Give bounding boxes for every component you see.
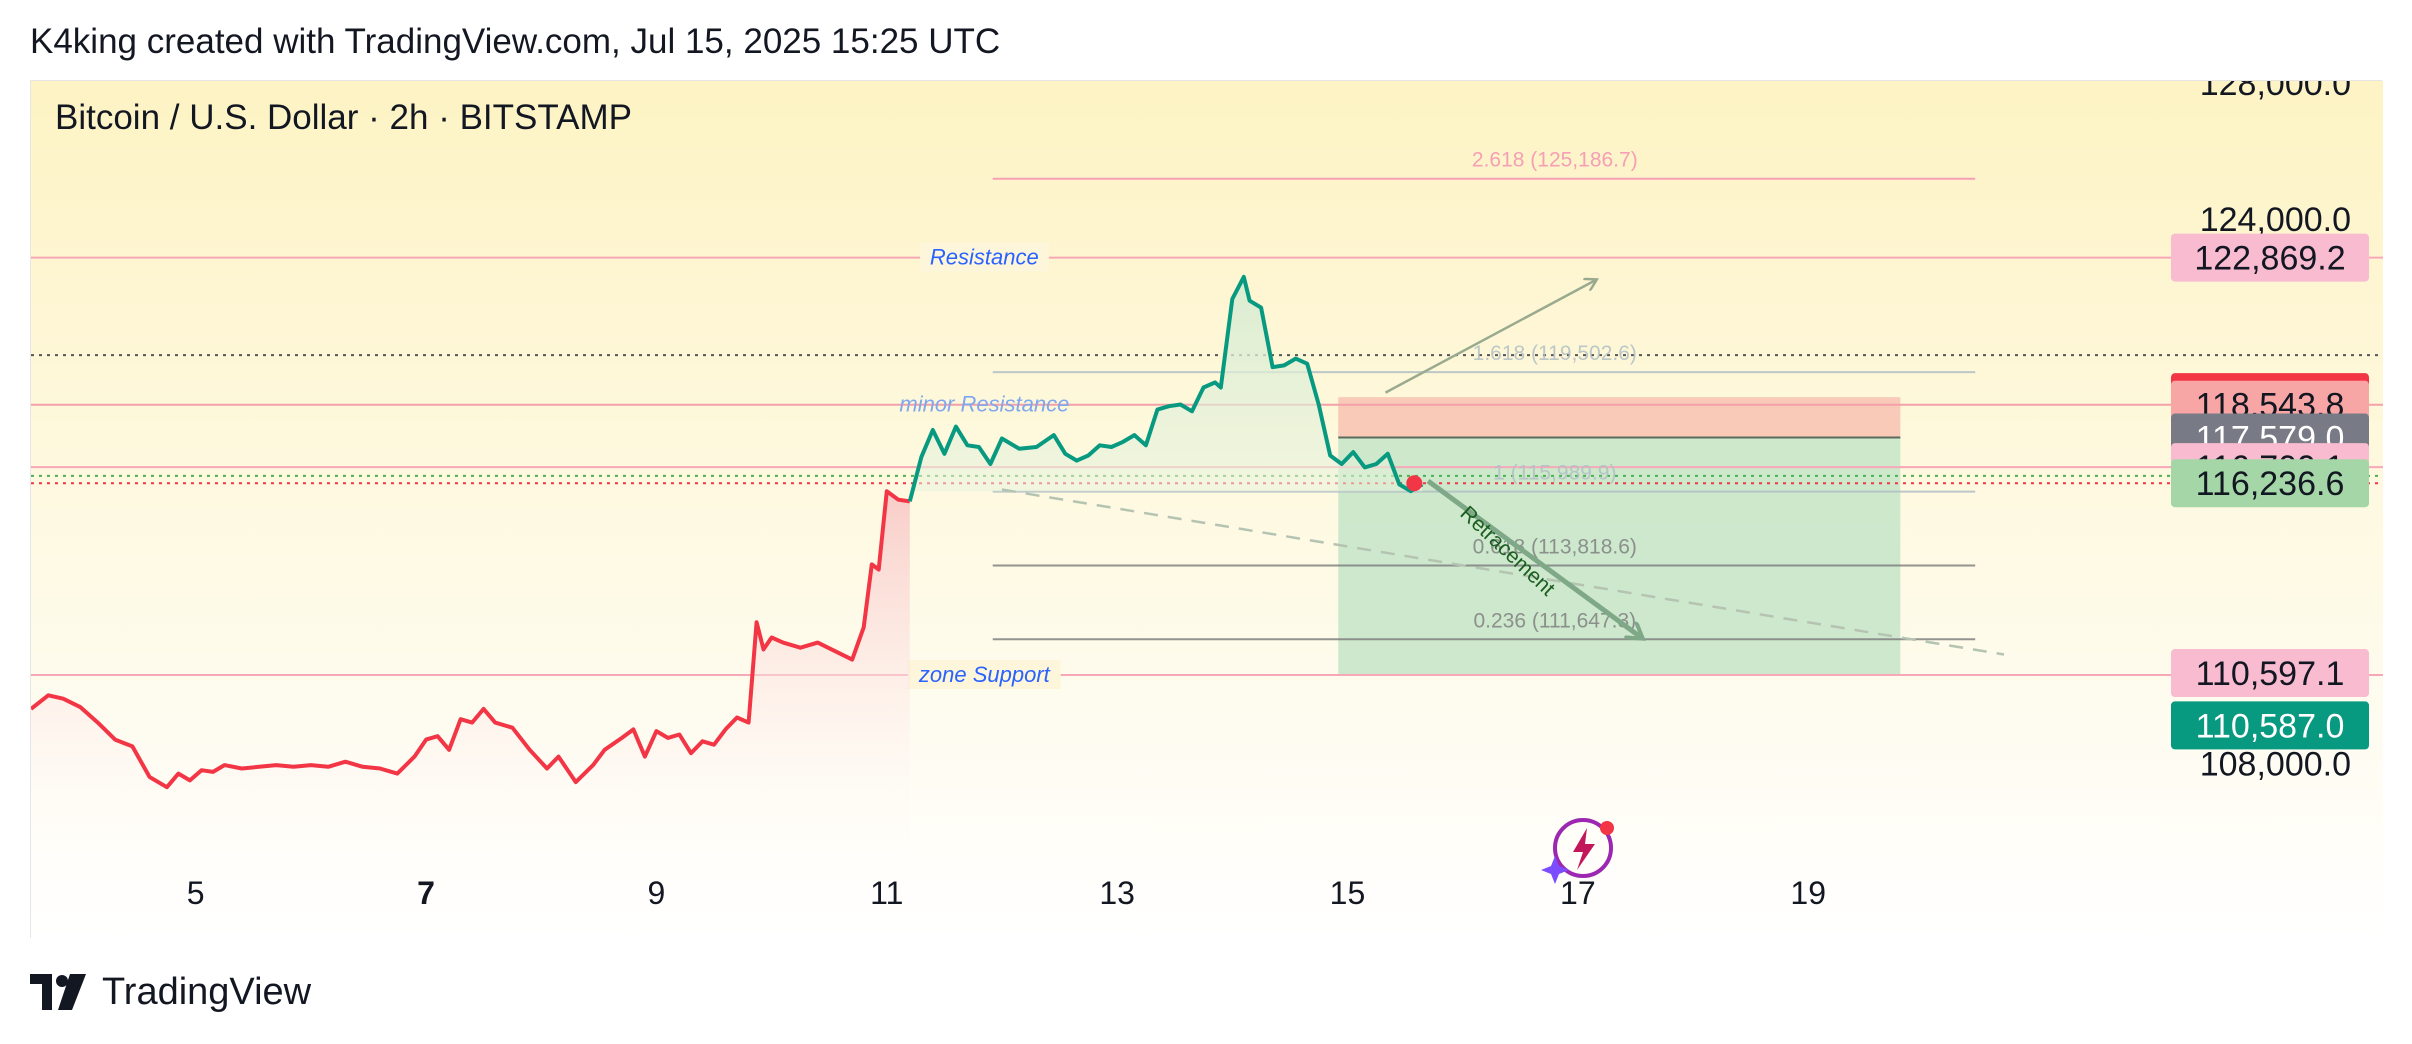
line-label-bg-0	[919, 242, 1049, 272]
tradingview-logo-icon[interactable]	[30, 974, 90, 1010]
price-badge-text-5: 116,236.6	[2196, 465, 2345, 503]
y-tick-2: 108,000.0	[2200, 745, 2351, 783]
fib-label-0: 2.618 (125,186.7)	[1472, 149, 1638, 172]
x-tick-9: 9	[648, 875, 666, 911]
price-badge-6[interactable]: 110,597.1	[2171, 649, 2369, 698]
x-tick-5: 5	[187, 875, 205, 911]
price-badge-7[interactable]: 110,587.0	[2171, 701, 2369, 750]
retracement-arrow[interactable]	[1426, 479, 1641, 637]
chart-panel[interactable]: Resistance minor Resistance zone Support 2…	[30, 80, 2383, 939]
price-badge-bg-7	[2171, 701, 2369, 750]
footer-brand: TradingView	[102, 970, 312, 1013]
price-badge-bg-0	[2171, 233, 2369, 282]
price-chart[interactable]: Resistance minor Resistance zone Support 2…	[31, 81, 2383, 939]
x-tick-15: 15	[1330, 875, 1366, 911]
x-tick-19: 19	[1790, 875, 1826, 911]
projection-arrow[interactable]	[1384, 280, 1595, 394]
series-line-1[interactable]	[907, 274, 1424, 502]
x-tick-17: 17	[1560, 875, 1596, 911]
header-title: K4king created with TradingView.com, Jul…	[30, 22, 1001, 61]
price-badge-5[interactable]: 116,236.6	[2171, 459, 2369, 508]
lightning-icon[interactable]	[1541, 818, 1614, 884]
last-price-dot[interactable]	[1406, 475, 1423, 492]
x-tick-13: 13	[1099, 875, 1135, 911]
price-badge-text-6: 110,597.1	[2196, 655, 2345, 693]
price-badge-text-7: 110,587.0	[2196, 707, 2345, 745]
fib-label-4: 0.236 (111,647.3)	[1473, 609, 1636, 632]
fib-label-1: 1.618 (119,502.6)	[1473, 342, 1637, 365]
chart-title: Bitcoin / U.S. Dollar · 2h · BITSTAMP	[55, 98, 632, 137]
price-badge-0[interactable]: 122,869.2	[2171, 233, 2369, 282]
target-zone[interactable]	[1338, 437, 1901, 676]
series-area-1	[909, 276, 1423, 502]
price-badge-text-0: 122,869.2	[2194, 240, 2345, 278]
line-label-bg-2	[907, 660, 1061, 690]
footer: TradingView	[30, 970, 311, 1014]
price-badge-bg-5	[2171, 459, 2369, 508]
line-label-0: Resistance	[930, 245, 1039, 270]
x-tick-7: 7	[417, 875, 435, 911]
line-label-1: minor Resistance	[899, 392, 1069, 417]
y-tick-0: 128,000.0	[2200, 81, 2351, 103]
fib-label-2: 1 (115,989.9)	[1493, 462, 1616, 485]
line-label-2: zone Support	[918, 662, 1051, 687]
stop-zone[interactable]	[1338, 397, 1901, 438]
y-tick-1: 124,000.0	[2200, 201, 2351, 239]
trend-dashed-line	[1001, 488, 2005, 656]
x-tick-11: 11	[870, 875, 903, 911]
series-line-0[interactable]	[31, 489, 911, 790]
price-badge-bg-6	[2171, 649, 2369, 698]
